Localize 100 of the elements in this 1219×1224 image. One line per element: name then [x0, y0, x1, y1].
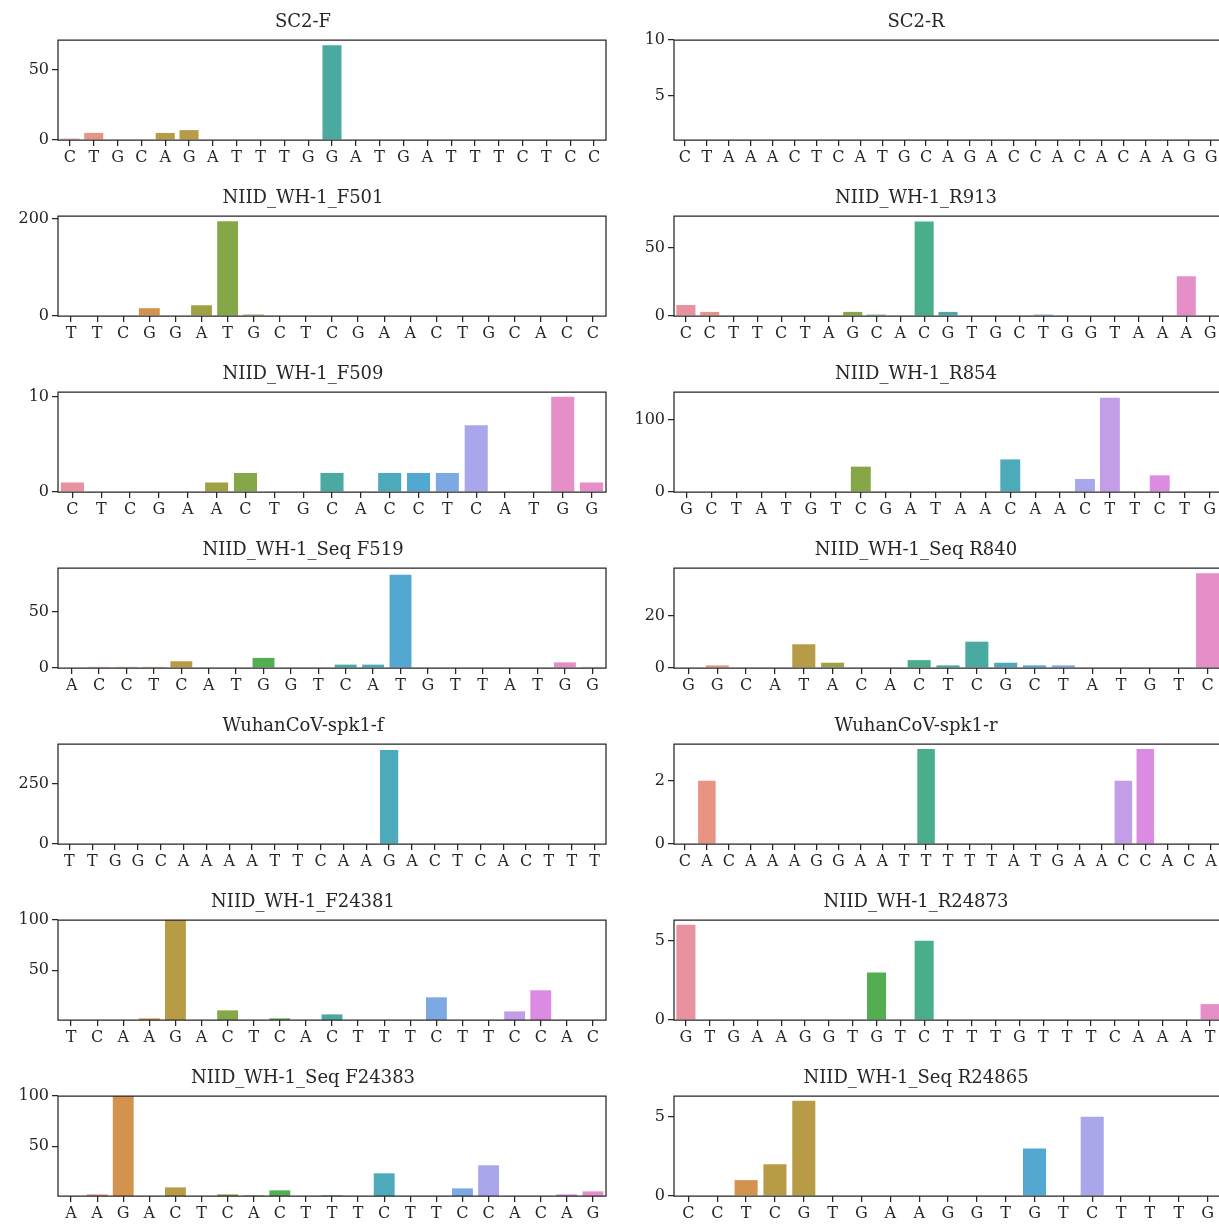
x-tick-label: T: [898, 850, 910, 870]
x-tick-label: G: [585, 498, 598, 518]
x-tick-label: C: [678, 850, 692, 870]
x-tick-label: T: [830, 498, 842, 518]
x-tick-label: T: [532, 674, 544, 694]
x-tick-label: C: [1013, 322, 1026, 342]
y-tick-label: 200: [18, 207, 49, 227]
x-tick-label: C: [788, 146, 801, 166]
x-tick-label: T: [449, 674, 461, 694]
x-tick-label: T: [728, 322, 740, 342]
x-tick-label: G: [325, 146, 339, 166]
y-tick-label: 50: [28, 58, 49, 78]
x-tick-label: A: [774, 1026, 788, 1046]
x-tick-label: C: [587, 146, 601, 166]
y-tick-label: 0: [654, 481, 665, 501]
x-tick-label: G: [855, 1202, 868, 1222]
x-tick-label: C: [339, 674, 352, 694]
x-tick-label: C: [918, 322, 931, 342]
x-tick-label: C: [325, 1026, 339, 1046]
x-tick-label: T: [895, 1026, 907, 1046]
x-tick-label: C: [1139, 850, 1152, 870]
x-tick-label: T: [86, 850, 98, 870]
x-tick-label: C: [482, 1202, 495, 1222]
chart-title: NIID_WH-1_F501: [222, 186, 384, 209]
x-tick-label: A: [825, 674, 839, 694]
x-tick-label: G: [296, 498, 310, 518]
y-tick-label: 0: [654, 657, 665, 677]
x-tick-label: A: [377, 322, 391, 342]
x-tick-label: A: [1138, 146, 1152, 166]
x-tick-label: C: [1007, 146, 1020, 166]
x-tick-label: A: [768, 674, 782, 694]
x-tick-label: T: [543, 850, 555, 870]
x-tick-label: C: [91, 1026, 104, 1046]
x-tick-label: C: [1029, 146, 1042, 166]
y-tick-label: 50: [644, 236, 665, 256]
x-tick-label: T: [798, 674, 810, 694]
y-tick-label: 0: [38, 305, 49, 325]
x-tick-label: T: [1000, 1202, 1012, 1222]
x-tick-label: A: [700, 850, 714, 870]
x-tick-label: T: [1115, 674, 1127, 694]
x-tick-label: A: [953, 498, 967, 518]
x-tick-label: C: [428, 850, 441, 870]
x-tick-label: C: [221, 1026, 234, 1046]
x-tick-label: T: [352, 1202, 364, 1222]
x-tick-label: G: [1013, 1026, 1026, 1046]
x-tick-label: A: [498, 498, 512, 518]
y-tick-label: 50: [28, 600, 49, 620]
x-tick-label: A: [90, 1202, 104, 1222]
x-tick-label: T: [88, 146, 100, 166]
x-tick-label: T: [1179, 498, 1191, 518]
x-tick-label: A: [1155, 322, 1169, 342]
x-tick-label: G: [1201, 1202, 1214, 1222]
x-tick-label: G: [870, 1026, 883, 1046]
x-tick-label: T: [964, 850, 976, 870]
x-tick-label: C: [1073, 146, 1086, 166]
x-tick-label: G: [822, 1026, 836, 1046]
chart-title: WuhanCoV-spk1-r: [834, 714, 998, 736]
x-tick-label: G: [963, 146, 977, 166]
x-tick-label: G: [810, 850, 823, 870]
x-tick-label: T: [64, 850, 76, 870]
x-tick-label: A: [750, 1026, 764, 1046]
x-tick-label: T: [378, 1026, 390, 1046]
x-tick-label: A: [1160, 146, 1174, 166]
x-tick-label: G: [116, 1202, 130, 1222]
x-tick-label: C: [1108, 1026, 1121, 1046]
y-tick-label: 0: [654, 305, 665, 325]
x-tick-label: C: [154, 850, 167, 870]
x-tick-label: T: [1109, 322, 1121, 342]
x-tick-label: T: [942, 1026, 954, 1046]
y-tick-label: 0: [654, 1185, 665, 1205]
x-tick-label: A: [754, 498, 768, 518]
x-tick-label: G: [182, 146, 196, 166]
x-tick-label: G: [558, 674, 572, 694]
x-tick-label: T: [990, 1026, 1002, 1046]
x-tick-label: T: [445, 146, 457, 166]
x-tick-label: C: [586, 1026, 600, 1046]
x-tick-label: C: [775, 322, 788, 342]
x-tick-label: T: [920, 850, 932, 870]
x-tick-label: C: [970, 674, 983, 694]
x-tick-label: T: [752, 322, 764, 342]
x-tick-label: C: [314, 850, 327, 870]
x-tick-label: G: [586, 1202, 600, 1222]
x-tick-label: A: [533, 322, 547, 342]
x-tick-label: T: [876, 146, 888, 166]
x-tick-label: G: [680, 498, 693, 518]
x-tick-label: C: [508, 322, 521, 342]
x-tick-label: T: [222, 322, 234, 342]
x-tick-label: G: [989, 322, 1003, 342]
x-tick-label: A: [1050, 146, 1064, 166]
x-tick-label: C: [412, 498, 425, 518]
y-tick-label: 10: [28, 385, 49, 405]
x-tick-label: A: [194, 322, 208, 342]
x-tick-label: A: [883, 1202, 897, 1222]
x-tick-label: G: [727, 1026, 740, 1046]
x-tick-label: C: [135, 146, 148, 166]
x-tick-label: T: [966, 1026, 978, 1046]
x-tick-label: C: [855, 674, 868, 694]
x-tick-label: T: [730, 498, 742, 518]
x-tick-label: T: [528, 498, 540, 518]
x-tick-label: T: [704, 1026, 716, 1046]
